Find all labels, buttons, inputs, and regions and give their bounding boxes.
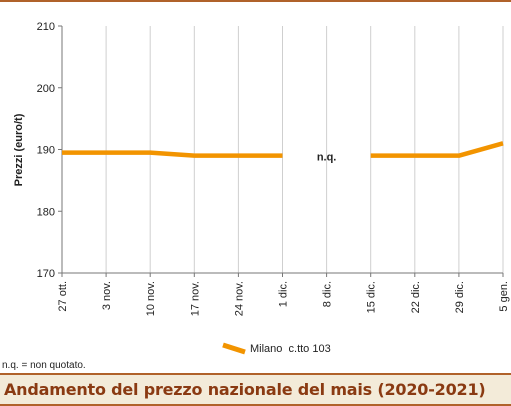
legend-swatch xyxy=(222,342,246,355)
y-tick-label: 190 xyxy=(37,145,55,157)
legend: Milano c.tto 103 xyxy=(222,342,331,355)
footnote: n.q. = non quotato. xyxy=(2,360,86,371)
top-rule xyxy=(0,0,511,2)
legend-label: Milano c.tto 103 xyxy=(250,343,331,355)
annotation-label: n.q. xyxy=(317,152,337,164)
chart-title: Andamento del prezzo nazionale del mais … xyxy=(4,380,486,399)
y-tick-labels: 170 180 190 200 210 xyxy=(37,21,55,280)
x-tick-label: 22 dic. xyxy=(410,281,422,313)
x-tick-labels: 27 ott. 3 nov. 10 nov. 17 nov. 24 nov. 1 dic.… xyxy=(57,281,510,316)
x-tick-label: 15 dic. xyxy=(366,281,378,313)
x-tick-label: 1 dic. xyxy=(278,281,290,307)
x-tick-label: 5 gen. xyxy=(498,281,510,312)
y-axis-title: Prezzi (euro/t) xyxy=(13,113,25,186)
title-bar: Andamento del prezzo nazionale del mais … xyxy=(0,373,511,406)
x-tick-label: 8 dic. xyxy=(322,281,334,307)
x-tick-label: 27 ott. xyxy=(57,281,69,312)
x-tick-label: 24 nov. xyxy=(233,281,245,316)
y-tick-label: 180 xyxy=(37,206,55,218)
chart: 170 180 190 200 210 27 ott. 3 nov. 10 nov. 17 n… xyxy=(13,21,510,355)
series-lines xyxy=(62,141,504,158)
y-tick-label: 170 xyxy=(37,268,55,280)
x-tick-label: 17 nov. xyxy=(189,281,201,316)
x-tick-label: 3 nov. xyxy=(101,281,113,310)
axes xyxy=(58,25,504,277)
y-tick-label: 210 xyxy=(37,21,55,33)
series-line xyxy=(370,141,504,158)
grid-lines xyxy=(105,26,504,273)
y-tick-label: 200 xyxy=(37,83,55,95)
series-line xyxy=(62,150,283,158)
x-tick-label: 10 nov. xyxy=(145,281,157,316)
annotations: n.q. xyxy=(317,152,337,164)
x-tick-label: 29 dic. xyxy=(454,281,466,313)
